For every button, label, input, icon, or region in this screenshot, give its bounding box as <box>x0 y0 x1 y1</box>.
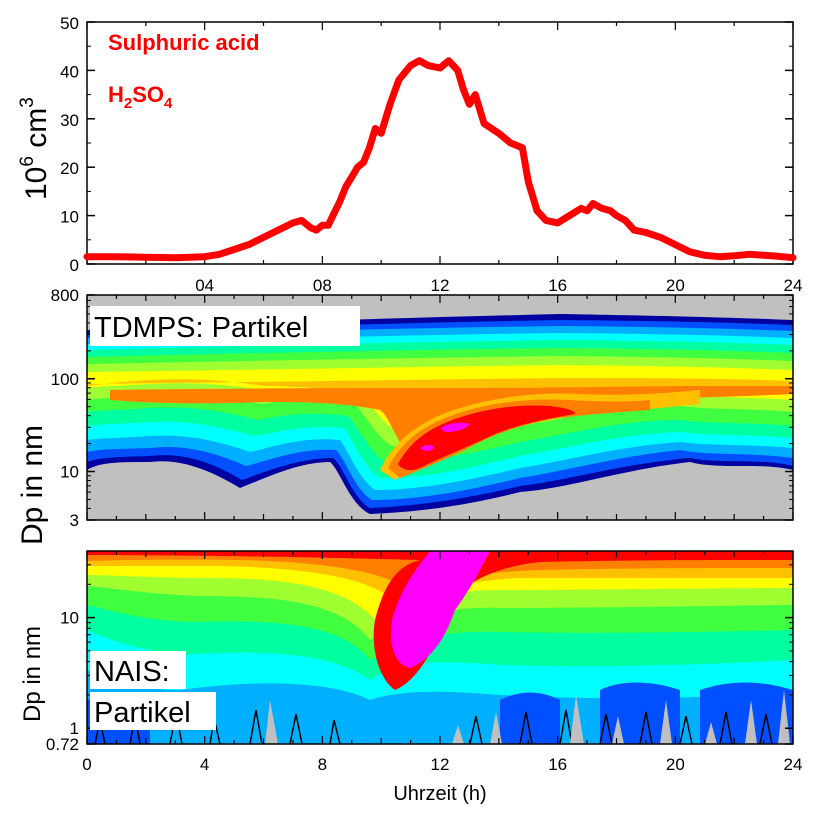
nais-label-line1: NAIS: <box>94 656 170 688</box>
ylabel-unit: cm <box>20 108 53 156</box>
top-y-axis-title: 106 cm3 <box>17 97 53 200</box>
bottom-panel: 0.721 10 0 4 8 12 16 20 24 NAIS: Partikel <box>46 550 802 774</box>
tdmps-label-box <box>90 306 360 346</box>
top-x-tick-label: 08 <box>313 276 332 295</box>
ylabel-unit-exp: 3 <box>17 97 38 108</box>
middle-y-tick-label: 800 <box>51 286 79 305</box>
top-x-tick-label: 24 <box>784 276 803 295</box>
tdmps-nucleation-magenta <box>440 422 470 432</box>
legend-h2so4-sub4: 4 <box>164 95 173 112</box>
bottom-ticks <box>86 551 794 745</box>
x-axis-title: Uhrzeit (h) <box>393 783 486 805</box>
middle-y-tick-label: 100 <box>51 370 79 389</box>
tdmps-nucleation-red <box>398 405 575 471</box>
top-y-tick-label: 0 <box>70 256 79 275</box>
tdmps-label: TDMPS: Partikel <box>94 312 308 344</box>
tdmps-nucleation-magenta-2 <box>420 445 434 451</box>
bottom-x-tick-label: 12 <box>431 755 450 774</box>
top-x-tick-label: 04 <box>195 276 214 295</box>
nais-label-box-2 <box>90 692 216 730</box>
top-y-tick-label: 40 <box>60 62 79 81</box>
bottom-x-tick-label: 8 <box>318 755 327 774</box>
legend-h2so4-h: H <box>108 82 124 107</box>
middle-y-axis-title: Dp in nm <box>16 425 49 545</box>
bottom-x-tick-label: 24 <box>784 755 803 774</box>
bottom-y-axis-title: Dp in nm <box>19 626 46 722</box>
bottom-y-tick-label: 10 <box>60 609 79 628</box>
legend-h2so4: H2SO4 <box>108 82 173 112</box>
top-y-tick-label: 50 <box>60 14 79 33</box>
nais-label-line2: Partikel <box>94 697 191 729</box>
top-x-tick-label: 16 <box>548 276 567 295</box>
top-x-tick-labels: 04 08 12 16 20 24 <box>195 276 802 295</box>
ylabel-exp: 6 <box>17 156 38 167</box>
legend-h2so4-so: SO <box>132 82 164 107</box>
middle-panel: 3 10 100 800 TDMPS: Partikel <box>51 286 794 530</box>
top-y-tick-label: 30 <box>60 111 79 130</box>
bottom-x-tick-label: 16 <box>548 755 567 774</box>
nais-contour-map <box>87 551 793 744</box>
bottom-x-tick-label: 20 <box>666 755 685 774</box>
bottom-y-tick-label: 1 <box>70 719 79 738</box>
nais-band-magenta <box>390 551 490 668</box>
bottom-y-tick-labels: 0.721 10 <box>46 609 79 754</box>
tdmps-nucleation-darkorange <box>388 399 650 478</box>
bottom-x-tick-label: 4 <box>200 755 209 774</box>
top-x-tick-label: 12 <box>431 276 450 295</box>
bottom-x-tick-label: 0 <box>82 755 91 774</box>
ylabel-base: 10 <box>20 167 53 200</box>
bottom-y-tick-label: 0.72 <box>46 735 79 754</box>
tdmps-nucleation-orange <box>380 390 700 480</box>
sulphuric-acid-series-line <box>83 57 797 262</box>
legend-sulphuric-acid: Sulphuric acid <box>108 30 260 55</box>
middle-y-tick-label: 3 <box>70 511 79 530</box>
top-ticks <box>86 21 794 265</box>
top-y-tick-labels: 0 10 20 30 40 50 <box>60 14 79 275</box>
top-y-tick-label: 20 <box>60 159 79 178</box>
top-x-tick-label: 20 <box>666 276 685 295</box>
bottom-x-tick-labels: 0 4 8 12 16 20 24 <box>82 755 802 774</box>
middle-y-tick-label: 10 <box>60 463 79 482</box>
nais-label-box-1 <box>90 651 186 689</box>
top-y-tick-label: 10 <box>60 208 79 227</box>
middle-ticks <box>86 294 794 521</box>
middle-y-tick-labels: 3 10 100 800 <box>51 286 79 530</box>
legend-h2so4-sub2: 2 <box>124 95 132 112</box>
tdmps-contour-map <box>87 295 793 520</box>
top-plot-frame <box>86 21 794 265</box>
